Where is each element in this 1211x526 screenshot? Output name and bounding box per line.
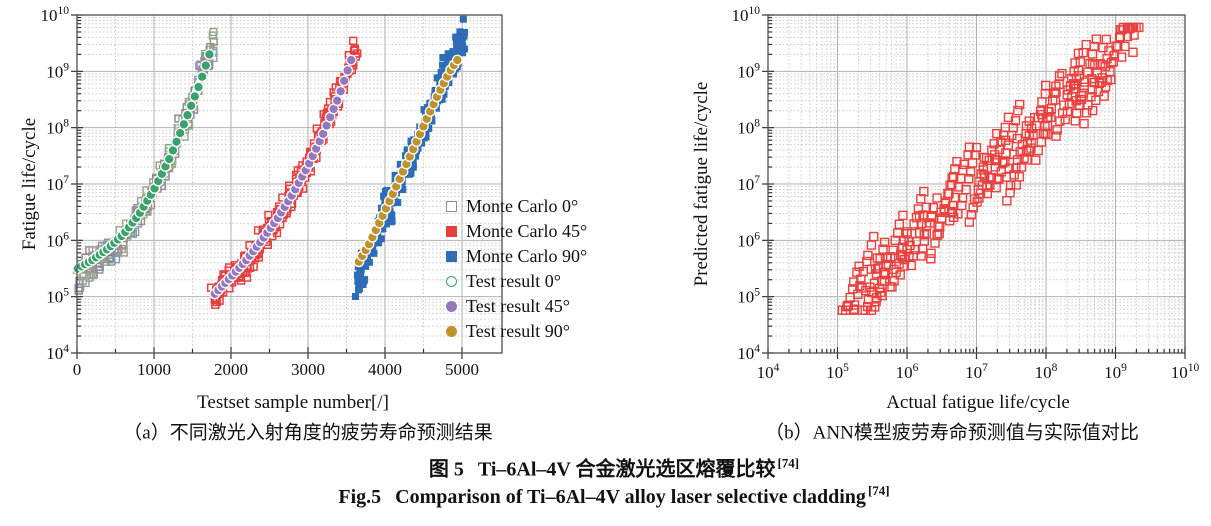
filled-square-marker-icon: [446, 226, 457, 237]
legend-item-test-result-90: Test result 90°: [446, 319, 587, 344]
svg-text:1010: 1010: [1171, 362, 1200, 382]
figure-caption-en: Fig.5 Comparison of Ti–6Al–4V alloy laser…: [338, 483, 889, 509]
legend-item-monte-carlo-0: Monte Carlo 0°: [446, 194, 587, 219]
figure-caption-zh: 图 5 Ti–6Al–4V 合金激光选区熔覆比较 [74]: [429, 453, 799, 482]
legend-item-monte-carlo-90: Monte Carlo 90°: [446, 244, 587, 269]
tick-labels: 104 105 106 107 108 109 1010 0 1000 2000 3000 4000 5…: [41, 5, 480, 379]
series-test-result-90: [353, 54, 463, 268]
svg-text:1010: 1010: [732, 5, 761, 25]
svg-text:108: 108: [46, 118, 69, 138]
legend-label: Monte Carlo 45°: [466, 221, 588, 241]
svg-text:104: 104: [46, 343, 69, 363]
figure-title-zh: Ti–6Al–4V 合金激光选区熔覆比较: [477, 458, 776, 481]
svg-text:105: 105: [46, 287, 69, 307]
svg-text:1010: 1010: [41, 5, 70, 25]
chart-b-caption: （b）ANN模型疲劳寿命预测值与实际值对比: [765, 422, 1139, 444]
svg-text:108: 108: [1035, 362, 1058, 382]
figure-title-en: Comparison of Ti–6Al–4V alloy laser sele…: [395, 485, 866, 508]
svg-text:2000: 2000: [214, 360, 248, 379]
series-test-result-0: [72, 48, 215, 274]
figure-number-en: Fig.5: [338, 485, 382, 508]
chart-a-legend: Monte Carlo 0° Monte Carlo 45° Monte Car…: [446, 194, 587, 344]
chart-b-y-axis-title: Predicted fatigue life/cycle: [691, 81, 712, 287]
svg-text:109: 109: [46, 61, 69, 81]
open-circle-marker-icon: [446, 276, 457, 287]
series-ann-prediction: [837, 22, 1144, 315]
legend-label: Monte Carlo 90°: [466, 246, 588, 266]
svg-text:3000: 3000: [291, 360, 325, 379]
svg-text:106: 106: [46, 230, 69, 250]
gridlines: [768, 15, 1185, 353]
svg-text:106: 106: [896, 362, 919, 382]
svg-text:4000: 4000: [368, 360, 402, 379]
legend-label: Test result 0°: [466, 271, 561, 291]
svg-text:104: 104: [757, 362, 780, 382]
chart-a-fatigue-life-plot: 104 105 106 107 108 109 1010 0 1000 2000 3000 4000 5…: [41, 5, 503, 379]
svg-text:107: 107: [46, 174, 69, 194]
svg-text:106: 106: [737, 230, 760, 250]
open-square-marker-icon: [446, 201, 457, 212]
svg-text:0: 0: [73, 360, 82, 379]
filled-circle-marker-icon: [446, 301, 457, 312]
legend-item-test-result-45: Test result 45°: [446, 294, 587, 319]
svg-text:109: 109: [737, 61, 760, 81]
figure-number-zh: 图 5: [428, 458, 464, 481]
svg-text:105: 105: [826, 362, 849, 382]
legend-label: Test result 45°: [466, 296, 570, 316]
svg-text:105: 105: [737, 287, 760, 307]
filled-square-marker-icon: [446, 251, 457, 262]
legend-label: Test result 90°: [466, 321, 570, 341]
figure-ref-en: [74]: [867, 483, 890, 499]
gridlines: [77, 15, 502, 353]
chart-a-x-axis-title: Testset sample number[/]: [197, 392, 389, 413]
svg-text:109: 109: [1104, 362, 1127, 382]
legend-item-monte-carlo-45: Monte Carlo 45°: [446, 219, 587, 244]
filled-circle-marker-icon: [446, 326, 457, 337]
figure-ref-zh: [74]: [777, 455, 800, 471]
svg-text:1000: 1000: [137, 360, 171, 379]
data-points: [72, 15, 469, 309]
svg-text:107: 107: [965, 362, 988, 382]
svg-text:107: 107: [737, 174, 760, 194]
svg-text:104: 104: [737, 343, 760, 363]
legend-item-test-result-0: Test result 0°: [446, 269, 587, 294]
svg-text:5000: 5000: [445, 360, 479, 379]
series-test-result-45: [209, 54, 357, 300]
chart-a-y-axis-title: Fatigue life/cycle: [19, 117, 40, 251]
legend-label: Monte Carlo 0°: [466, 196, 579, 216]
chart-a-caption: （a）不同激光入射角度的疲劳寿命预测结果: [123, 422, 493, 444]
svg-text:108: 108: [737, 118, 760, 138]
chart-b-x-axis-title: Actual fatigue life/cycle: [886, 392, 1070, 413]
